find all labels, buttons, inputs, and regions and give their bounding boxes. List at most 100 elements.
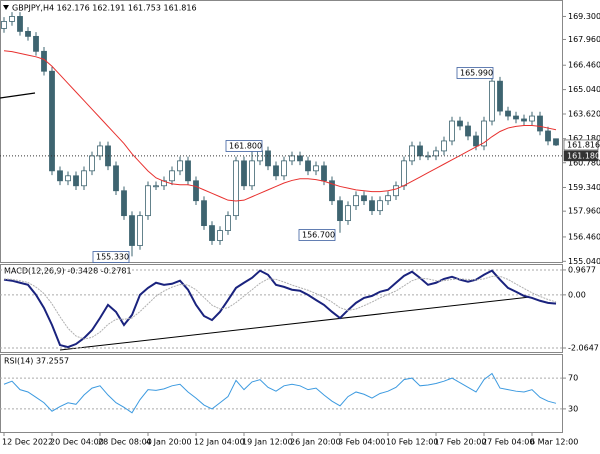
y-tick-label: 157.960	[568, 207, 600, 216]
annotation-box	[92, 251, 130, 263]
candle-body	[321, 165, 327, 182]
moving-average	[3, 50, 557, 202]
candle-body	[241, 160, 247, 187]
series-line	[3, 372, 557, 414]
candle-body	[409, 145, 415, 162]
candle-body	[73, 175, 79, 187]
price-label-box	[563, 150, 599, 162]
candle-body	[417, 145, 423, 157]
annotation-box	[456, 67, 494, 79]
y-tick-label: 160.780	[568, 158, 600, 167]
candle-body	[273, 165, 279, 177]
candle-body	[169, 170, 175, 182]
candle-body	[1, 21, 7, 29]
candle-body	[249, 160, 255, 187]
y-tick-label: 70	[568, 374, 578, 383]
candle-body	[113, 165, 119, 192]
macd-trendline	[59, 296, 531, 351]
x-tick-label: 27 Feb 04:00	[482, 438, 534, 447]
x-tick-label: 10 Feb 12:00	[386, 438, 438, 447]
candle-body	[489, 80, 495, 122]
y-tick-label: 0.9677	[568, 265, 596, 274]
candle-body	[505, 110, 511, 117]
menu-triangle	[3, 5, 9, 10]
candle-body	[81, 170, 87, 187]
candle-body	[57, 170, 63, 182]
rsi-panel-frame	[0, 354, 563, 433]
candle-body	[481, 120, 487, 147]
x-tick-label: 17 Feb 20:00	[434, 438, 486, 447]
price-label-box	[563, 139, 599, 151]
candle-body	[497, 80, 503, 112]
candle-body	[457, 120, 463, 127]
annotation: 165.990	[460, 69, 493, 78]
candle-body	[433, 150, 439, 157]
candle-body	[121, 190, 127, 217]
candle-body	[297, 155, 303, 162]
rsi-title: RSI(14) 37.2557	[4, 357, 69, 366]
y-tick-label: 162.180	[568, 134, 600, 143]
main-panel-frame	[0, 0, 563, 263]
price-label: 161.816	[567, 140, 600, 149]
y-tick-label: 30	[568, 404, 578, 413]
x-tick-label: 26 Jan 20:00	[290, 438, 341, 447]
candle-body	[65, 175, 71, 182]
candle-body	[9, 16, 15, 22]
candle-body	[369, 200, 375, 212]
y-tick-label: 169.300	[568, 12, 600, 21]
candle-body	[17, 16, 23, 32]
candle-body	[97, 145, 103, 157]
candle-body	[289, 155, 295, 162]
x-tick-label: 20 Dec 04:00	[50, 438, 104, 447]
candle-body	[217, 230, 223, 241]
x-tick-label: 28 Dec 08:00	[98, 438, 152, 447]
candle-body	[377, 200, 383, 212]
y-tick-label: 163.620	[568, 109, 600, 118]
x-tick-label: 12 Jan 04:00	[194, 438, 245, 447]
candle-body	[425, 155, 431, 158]
candle-body	[329, 180, 335, 202]
y-tick-label: 156.460	[568, 232, 600, 241]
y-tick-label: 165.040	[568, 85, 600, 94]
candle-body	[361, 195, 367, 202]
candle-body	[465, 125, 471, 137]
candle-body	[137, 215, 143, 246]
candle-body	[129, 215, 135, 246]
candle-body	[313, 165, 319, 172]
macd-title: MACD(12,26,9) -0.3428 -0.2781	[4, 267, 132, 276]
y-tick-label: 166.460	[568, 61, 600, 70]
candle-body	[33, 35, 39, 52]
drawn-trendline	[0, 92, 36, 99]
y-tick-label: 0.00	[568, 290, 586, 299]
annotation-box	[225, 140, 263, 152]
candle-body	[225, 215, 231, 231]
candle-body	[449, 120, 455, 142]
y-tick-label: 159.340	[568, 183, 600, 192]
annotation-box	[298, 229, 336, 241]
candle-body	[281, 160, 287, 177]
y-tick-label: 155.040	[568, 257, 600, 266]
candle-body	[265, 150, 271, 167]
candle-body	[353, 195, 359, 207]
candle-body	[553, 138, 559, 146]
annotation: 161.800	[229, 142, 262, 151]
series-line	[3, 269, 557, 349]
candle-body	[337, 200, 343, 222]
x-tick-label: 3 Feb 04:00	[338, 438, 385, 447]
candle-body	[393, 185, 399, 197]
candle-body	[305, 160, 311, 172]
candle-body	[401, 160, 407, 187]
candle-body	[529, 115, 535, 122]
main-title: GBPJPY,H4 162.176 162.191 161.753 161.81…	[12, 4, 197, 13]
candle-body	[537, 115, 543, 132]
candle-body	[201, 200, 207, 226]
candle-body	[177, 160, 183, 172]
candle-body	[49, 70, 55, 172]
y-tick-label: -2.0647	[568, 344, 599, 353]
candle-body	[345, 205, 351, 222]
x-tick-label: 6 Mar 12:00	[530, 438, 578, 447]
x-tick-label: 12 Dec 2022	[2, 438, 53, 447]
price-label: 161.180	[567, 151, 600, 160]
candle-body	[25, 30, 31, 37]
